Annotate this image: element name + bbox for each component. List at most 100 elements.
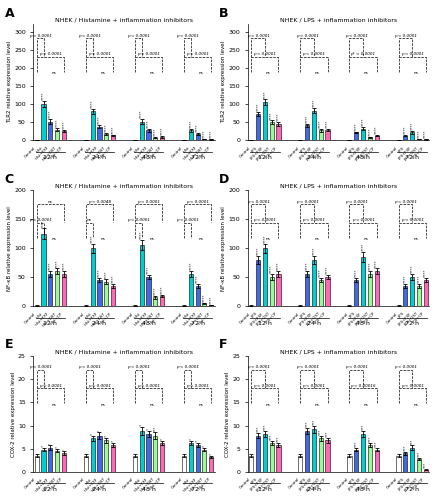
Text: Hist: Hist [133,312,142,320]
Text: Control: Control [337,312,350,324]
Text: Control: Control [385,146,399,158]
Title: NHEK / LPS + inflammation inhibitors: NHEK / LPS + inflammation inhibitors [280,18,397,22]
Bar [354,450,358,472]
Text: ns: ns [100,237,105,241]
Bar [62,274,66,306]
Text: p < 0.0001: p < 0.0001 [401,384,424,388]
Text: Hist+OST: Hist+OST [90,477,106,493]
Text: p < 0.0001: p < 0.0001 [88,384,111,388]
Bar [396,456,401,472]
Bar [276,445,280,472]
Text: ****: **** [319,268,323,277]
Text: Control: Control [24,312,37,324]
Bar [104,134,108,140]
Text: LPS+FXF: LPS+FXF [250,477,265,492]
Bar [146,277,150,306]
Bar [48,122,52,141]
Text: p < 0.0001: p < 0.0001 [296,34,319,38]
Text: Hist+FXF: Hist+FXF [35,477,50,492]
Text: p < 0.0001: p < 0.0001 [247,366,269,370]
Text: LPS+FXF: LPS+FXF [250,312,265,326]
Text: Hist+FXF: Hist+FXF [133,477,149,492]
Text: E: E [4,338,13,351]
Text: ****: **** [417,274,421,283]
Text: Hist+CP: Hist+CP [148,146,162,160]
Text: p < 0.0001: p < 0.0001 [29,218,52,222]
Text: ****: **** [403,126,407,134]
Bar [182,456,186,472]
Text: Control: Control [24,477,37,490]
Text: ****: **** [276,262,280,270]
Text: ****: **** [48,110,52,118]
Text: Hist+FXF: Hist+FXF [84,146,99,161]
Text: LPS+CP: LPS+CP [265,312,279,325]
Text: p < 0.0001: p < 0.0001 [351,218,375,222]
Text: ****: **** [305,262,309,270]
Text: ns: ns [315,237,320,241]
Bar [104,440,108,472]
Text: ns: ns [413,72,418,76]
Text: F: F [219,338,228,351]
Text: p < 0.0001: p < 0.0001 [78,366,101,370]
Text: p < 0.0001: p < 0.0001 [137,52,160,56]
Bar [269,443,274,472]
Bar [48,274,52,306]
Text: p < 0.0001: p < 0.0001 [296,200,319,203]
Text: ****: **** [319,120,323,128]
Bar [189,274,193,306]
Text: Hist+CP: Hist+CP [148,312,162,326]
Bar [361,129,365,140]
Text: Hist+FXF: Hist+FXF [182,146,198,161]
Text: LPS+FXF: LPS+FXF [299,146,314,160]
Text: Hist+CP: Hist+CP [99,477,113,491]
Bar [325,130,330,140]
Text: Control: Control [73,477,86,490]
Text: ns: ns [150,72,154,76]
Text: 72 h: 72 h [405,487,419,492]
Text: Hist+FXF: Hist+FXF [84,477,99,492]
Text: ****: **** [111,125,115,134]
Text: ****: **** [368,127,372,136]
Text: Hist: Hist [183,146,191,154]
Text: Hist+OST: Hist+OST [90,146,106,162]
Text: ***: *** [424,462,428,468]
Bar [263,434,267,472]
Text: LPS+FXF: LPS+FXF [299,477,314,492]
Text: LPS+CP: LPS+CP [412,312,426,325]
Bar [325,277,330,306]
Text: A: A [4,7,14,20]
Bar [263,102,267,141]
Text: Control: Control [385,477,399,490]
Text: ****: **** [305,114,309,123]
Text: LPS+OST: LPS+OST [403,312,419,327]
Bar [189,443,193,472]
Bar [202,139,207,140]
Y-axis label: COX-2 relative expression level: COX-2 relative expression level [225,372,230,456]
Text: p < 0.00016: p < 0.00016 [350,384,376,388]
Text: Hist+OST: Hist+OST [139,312,155,328]
Text: Control: Control [24,146,37,158]
Text: 24 h: 24 h [307,321,321,326]
Text: ns: ns [150,237,154,241]
Text: p < 0.0001: p < 0.0001 [186,384,209,388]
Text: LPS: LPS [300,477,307,485]
Y-axis label: COX-2 relative expression level: COX-2 relative expression level [11,372,16,456]
Text: LPS: LPS [348,312,356,319]
Text: ***: *** [319,428,323,435]
Text: Control: Control [238,477,251,490]
Text: p < 0.0001: p < 0.0001 [78,34,101,38]
Text: 12 h: 12 h [258,156,272,160]
Text: Hist+FXF: Hist+FXF [182,312,198,327]
Text: ns: ns [87,218,92,222]
Bar [209,457,213,472]
Text: LPS: LPS [398,477,405,485]
Text: ns: ns [266,72,271,76]
Bar [276,124,280,140]
Text: ns: ns [315,403,320,407]
Text: ***: *** [410,438,414,444]
Bar [325,440,330,472]
Text: p < 0.0048: p < 0.0048 [88,200,111,203]
Text: ****: **** [140,230,144,239]
Bar [140,431,144,472]
Text: ****: **** [153,128,157,136]
